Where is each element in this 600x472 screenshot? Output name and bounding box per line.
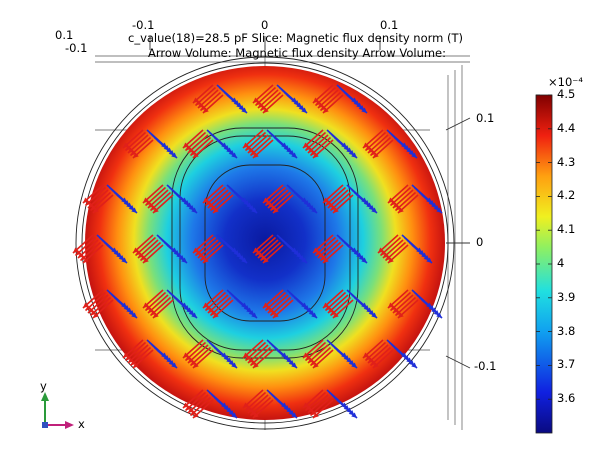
triad-x-label: x	[78, 417, 85, 431]
top-tick-zero: 0	[261, 18, 269, 32]
right-tick-top: 0.1	[476, 111, 495, 125]
header-line-2: Arrow Volume: Magnetic flux density Arro…	[148, 46, 447, 60]
top-left-label-2: -0.1	[65, 41, 88, 55]
colorbar-tick-label: 3.8	[557, 323, 576, 338]
right-tick-bottom: -0.1	[474, 359, 497, 373]
colorbar-tick-label: 3.6	[557, 391, 576, 406]
triad-y-label: y	[40, 379, 47, 393]
colorbar-multiplier: ×10⁻⁴	[548, 75, 583, 89]
axis-triad	[41, 392, 74, 429]
colorbar-tick-label: 4.1	[557, 222, 576, 237]
top-tick-pos: 0.1	[380, 18, 399, 32]
colorbar-tick-label: 4.2	[557, 188, 576, 203]
top-left-label-1: 0.1	[55, 28, 74, 42]
colorbar-tick-label: 3.9	[557, 289, 576, 304]
right-tick-mid: 0	[476, 235, 484, 249]
colorbar-tick-label: 4.3	[557, 154, 576, 169]
colorbar-tick-label: 4.5	[557, 87, 576, 101]
tick-marks	[149, 36, 471, 369]
header-line-1: c_value(18)=28.5 pF Slice: Magnetic flux…	[128, 31, 464, 45]
colorbar-tick-label: 4	[557, 256, 565, 270]
colorbar-tick-label: 4.4	[557, 120, 576, 135]
colorbar-tick-label: 3.7	[557, 357, 576, 372]
colorbar-tick-marks	[536, 94, 552, 400]
top-tick-neg: -0.1	[132, 18, 155, 32]
arrow-field	[72, 84, 443, 419]
